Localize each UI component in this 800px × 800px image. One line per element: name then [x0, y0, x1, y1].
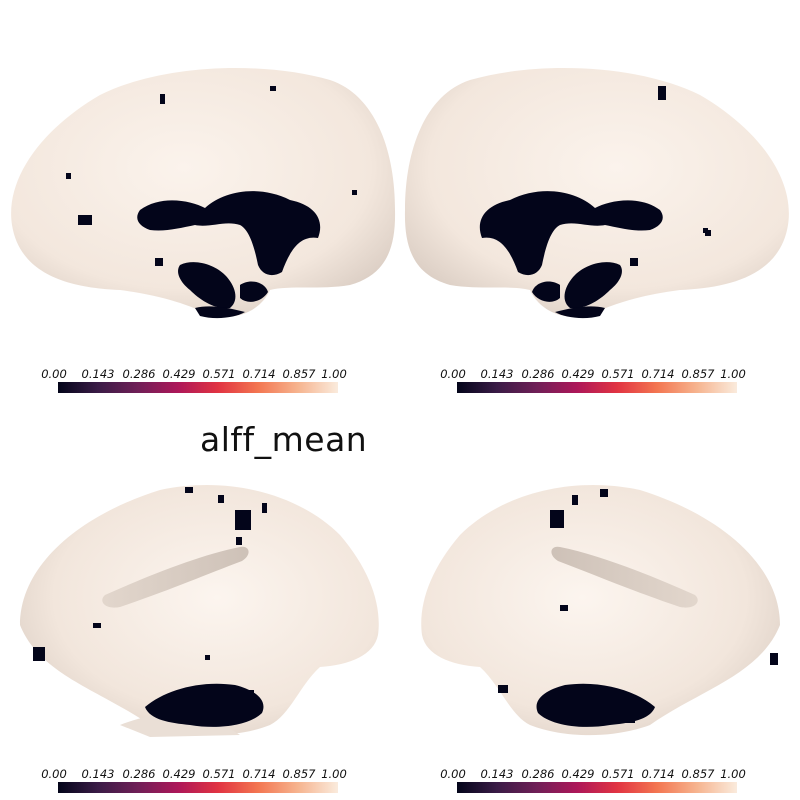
right-lateral-surface	[421, 485, 780, 736]
tick-label: 0.857	[282, 767, 316, 781]
tick-label: 0.429	[561, 767, 595, 781]
colorbar-ticks: 0.00 0.143 0.286 0.429 0.571 0.714 0.857…	[41, 767, 347, 781]
tick-label: 0.00	[41, 767, 67, 781]
brain-view-left-lateral	[0, 475, 400, 740]
tick-label: 0.571	[202, 767, 236, 781]
tick-label: 0.429	[162, 767, 196, 781]
colorbar-gradient	[58, 382, 338, 393]
colorbar-gradient	[58, 782, 338, 793]
tick-label: 0.286	[122, 367, 156, 381]
tick-label: 0.857	[282, 367, 316, 381]
tick-label: 0.143	[480, 767, 514, 781]
colorbar-top-left: 0.00 0.143 0.286 0.429 0.571 0.714 0.857…	[41, 367, 347, 393]
colorbar-gradient	[457, 382, 737, 393]
figure-title: alff_mean	[200, 420, 368, 459]
tick-label: 0.571	[601, 767, 635, 781]
tick-label: 0.143	[81, 767, 115, 781]
colorbar-ticks: 0.00 0.143 0.286 0.429 0.571 0.714 0.857…	[440, 767, 746, 781]
colorbar-gradient	[457, 782, 737, 793]
right-medial-surface	[404, 68, 789, 319]
tick-label: 0.857	[681, 367, 715, 381]
tick-label: 0.00	[440, 767, 466, 781]
brain-view-right-lateral	[400, 475, 800, 740]
tick-label: 0.429	[162, 367, 196, 381]
tick-label: 0.429	[561, 367, 595, 381]
tick-label: 0.571	[601, 367, 635, 381]
tick-label: 0.571	[202, 367, 236, 381]
tick-label: 1.00	[321, 367, 347, 381]
tick-label: 0.714	[242, 767, 276, 781]
tick-label: 1.00	[321, 767, 347, 781]
tick-label: 0.714	[242, 367, 276, 381]
colorbar-bottom-left: 0.00 0.143 0.286 0.429 0.571 0.714 0.857…	[41, 767, 347, 793]
tick-label: 0.286	[521, 767, 555, 781]
tick-label: 0.143	[81, 367, 115, 381]
tick-label: 0.714	[641, 767, 675, 781]
left-lateral-surface	[20, 485, 379, 737]
colorbar-ticks: 0.00 0.143 0.286 0.429 0.571 0.714 0.857…	[440, 367, 746, 381]
tick-label: 0.00	[440, 367, 466, 381]
brain-view-right-medial	[400, 60, 800, 330]
tick-label: 0.00	[41, 367, 67, 381]
tick-label: 1.00	[720, 767, 746, 781]
brain-view-left-medial	[0, 60, 400, 330]
tick-label: 0.857	[681, 767, 715, 781]
tick-label: 1.00	[720, 367, 746, 381]
tick-label: 0.143	[480, 367, 514, 381]
left-medial-surface	[11, 68, 396, 319]
colorbar-bottom-right: 0.00 0.143 0.286 0.429 0.571 0.714 0.857…	[440, 767, 746, 793]
tick-label: 0.286	[122, 767, 156, 781]
tick-label: 0.286	[521, 367, 555, 381]
colorbar-ticks: 0.00 0.143 0.286 0.429 0.571 0.714 0.857…	[41, 367, 347, 381]
tick-label: 0.714	[641, 367, 675, 381]
colorbar-top-right: 0.00 0.143 0.286 0.429 0.571 0.714 0.857…	[440, 367, 746, 393]
